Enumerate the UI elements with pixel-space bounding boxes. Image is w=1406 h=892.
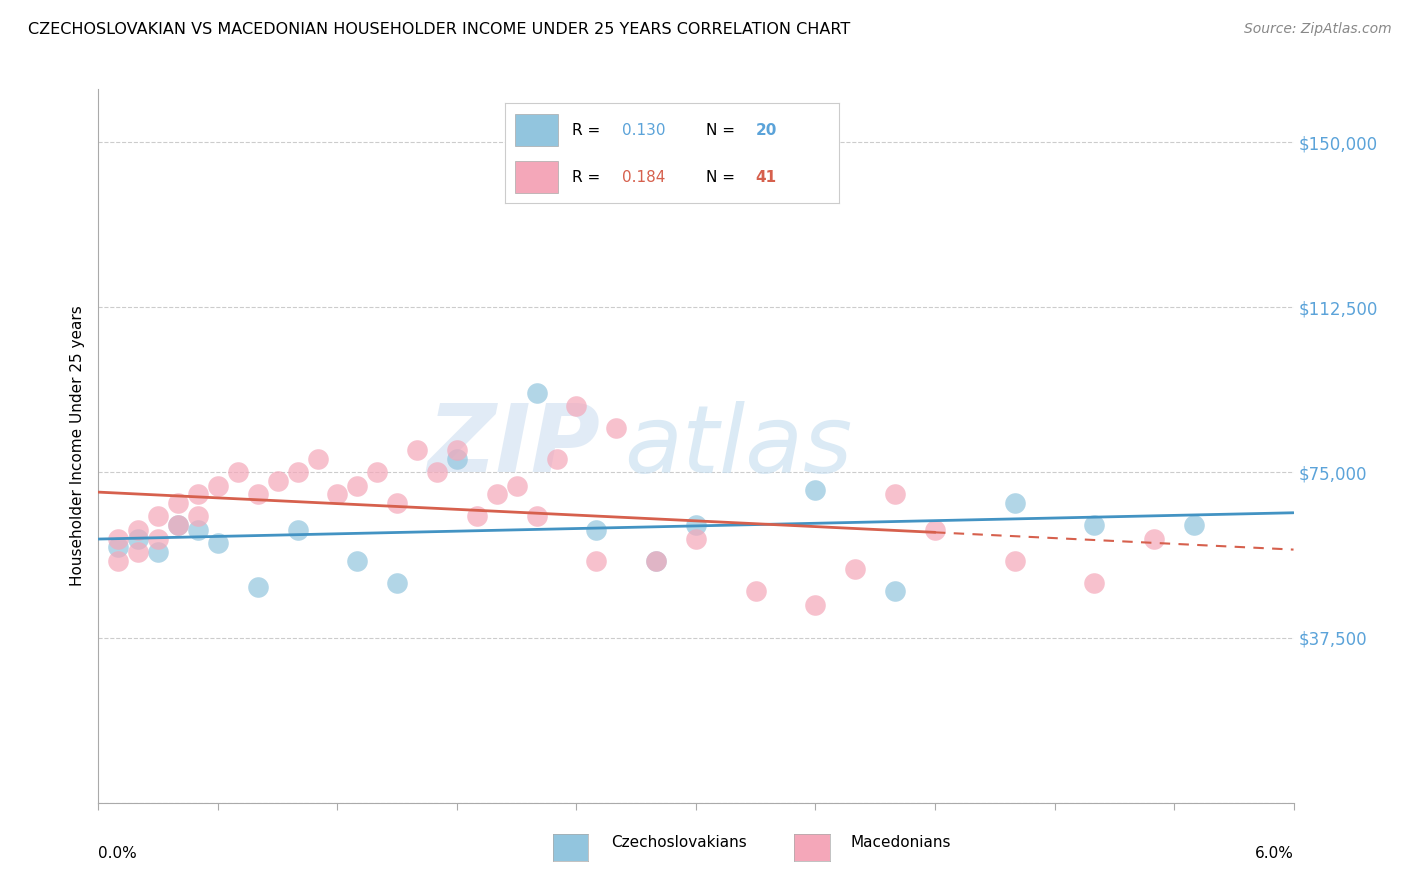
Point xyxy=(187,523,209,537)
Point xyxy=(127,523,149,537)
Point xyxy=(406,443,429,458)
Point xyxy=(1083,518,1105,533)
Point xyxy=(565,400,588,414)
Point xyxy=(884,487,907,501)
Point xyxy=(804,483,827,497)
Point xyxy=(745,584,768,599)
Point xyxy=(526,509,548,524)
Point xyxy=(526,386,548,401)
Point xyxy=(148,532,170,546)
Point xyxy=(107,553,129,567)
Text: atlas: atlas xyxy=(624,401,852,491)
Point xyxy=(346,478,368,492)
Text: ZIP: ZIP xyxy=(427,400,600,492)
Point xyxy=(346,553,368,567)
Text: Source: ZipAtlas.com: Source: ZipAtlas.com xyxy=(1244,22,1392,37)
Point xyxy=(287,466,309,480)
Point xyxy=(167,496,190,510)
Point xyxy=(207,536,229,550)
Point xyxy=(585,523,607,537)
Point xyxy=(246,487,269,501)
Point xyxy=(546,452,568,467)
Point xyxy=(506,478,529,492)
Text: 6.0%: 6.0% xyxy=(1254,846,1294,861)
Point xyxy=(246,580,269,594)
Point xyxy=(107,532,129,546)
Point xyxy=(585,553,607,567)
Point xyxy=(884,584,907,599)
Point xyxy=(148,545,170,559)
Point xyxy=(167,518,190,533)
Point xyxy=(645,553,668,567)
Point xyxy=(844,562,866,576)
Point xyxy=(307,452,329,467)
Point xyxy=(127,545,149,559)
Point xyxy=(167,518,190,533)
Text: 0.0%: 0.0% xyxy=(98,846,138,861)
Point xyxy=(385,575,409,590)
Point xyxy=(107,541,129,555)
Point xyxy=(1143,532,1166,546)
Point xyxy=(1004,496,1026,510)
Point xyxy=(187,487,209,501)
Point xyxy=(326,487,349,501)
Point xyxy=(446,452,468,467)
Point xyxy=(127,532,149,546)
Point xyxy=(924,523,946,537)
Point xyxy=(287,523,309,537)
Point xyxy=(465,509,488,524)
Point xyxy=(446,443,468,458)
Point xyxy=(426,466,449,480)
Point xyxy=(207,478,229,492)
Point xyxy=(226,466,249,480)
Point xyxy=(685,532,707,546)
Text: Czechoslovakians: Czechoslovakians xyxy=(612,836,748,850)
Point xyxy=(804,598,827,612)
Point xyxy=(485,487,508,501)
Point xyxy=(366,466,388,480)
Point xyxy=(148,509,170,524)
Point xyxy=(1083,575,1105,590)
Point xyxy=(645,553,668,567)
Point xyxy=(605,421,627,435)
Point xyxy=(187,509,209,524)
Point xyxy=(267,475,290,489)
Point xyxy=(385,496,409,510)
Text: Macedonians: Macedonians xyxy=(851,836,950,850)
Point xyxy=(1182,518,1205,533)
Text: CZECHOSLOVAKIAN VS MACEDONIAN HOUSEHOLDER INCOME UNDER 25 YEARS CORRELATION CHAR: CZECHOSLOVAKIAN VS MACEDONIAN HOUSEHOLDE… xyxy=(28,22,851,37)
Point xyxy=(685,518,707,533)
Point xyxy=(1004,553,1026,567)
Y-axis label: Householder Income Under 25 years: Householder Income Under 25 years xyxy=(70,306,86,586)
